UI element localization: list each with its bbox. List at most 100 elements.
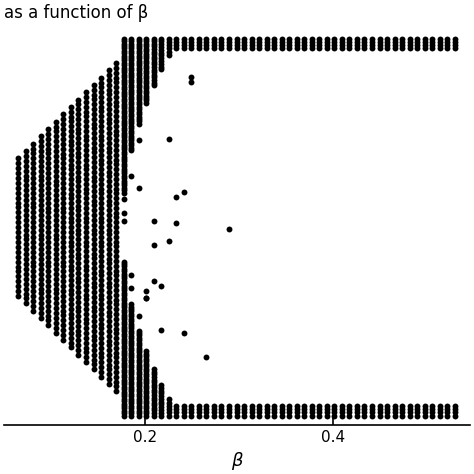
Point [263,409,271,416]
Point [202,41,210,49]
Point [90,115,97,122]
Point [105,293,112,301]
Point [255,409,263,416]
Point [383,35,391,43]
Point [128,76,135,84]
Point [421,45,428,52]
Point [165,396,173,403]
Point [240,402,248,410]
Point [105,279,112,286]
Point [142,45,150,52]
Point [180,45,188,52]
Point [128,83,135,91]
Point [29,263,37,270]
Point [157,381,165,389]
Point [29,140,37,147]
Point [120,347,128,355]
Point [444,406,451,413]
Point [97,141,105,149]
Point [105,230,112,238]
Point [52,216,60,224]
Point [37,147,45,155]
Point [105,207,112,214]
Point [248,38,255,46]
Point [188,41,195,49]
Point [128,361,135,368]
Point [45,125,52,133]
Point [248,412,255,419]
Point [128,59,135,67]
Point [346,412,353,419]
Point [308,38,316,46]
Point [165,48,173,55]
Point [105,201,112,209]
Point [301,38,308,46]
Point [270,35,278,43]
Point [128,344,135,352]
Point [338,45,346,52]
Point [128,81,135,89]
Point [75,264,82,272]
Point [128,42,135,50]
Point [29,145,37,152]
Point [75,197,82,204]
Point [135,185,143,192]
Point [82,296,90,303]
Point [112,334,120,342]
Point [75,312,82,320]
Point [120,114,128,122]
Point [120,294,128,301]
Point [105,105,112,113]
Point [82,122,90,130]
Point [128,173,135,180]
Point [120,73,128,81]
Point [60,110,67,118]
Point [52,236,60,243]
Point [248,409,255,416]
Point [225,409,233,416]
Point [142,40,150,47]
Point [120,76,128,83]
Point [308,35,316,43]
Point [90,332,97,339]
Point [135,348,143,356]
Point [128,315,135,322]
Point [45,243,52,251]
Point [413,412,421,419]
Point [37,167,45,174]
Point [90,337,97,344]
Point [105,371,112,378]
Point [150,53,157,61]
Point [120,127,128,134]
Point [82,334,90,342]
Point [120,316,128,323]
Point [97,199,105,207]
Point [128,98,135,106]
Point [135,64,143,72]
Point [391,406,398,413]
Point [128,390,135,398]
Point [112,98,120,105]
Point [128,271,135,279]
Point [37,182,45,189]
Point [75,134,82,142]
Point [120,368,128,376]
Point [188,35,195,43]
Point [75,240,82,248]
Point [248,402,255,410]
Point [165,409,173,416]
Point [150,277,157,284]
Point [218,45,225,52]
Point [120,340,128,347]
Point [60,223,67,231]
Point [112,141,120,149]
Point [128,380,135,388]
Point [15,209,22,216]
Point [90,365,97,373]
Point [52,133,60,140]
Point [128,308,135,315]
Point [135,93,143,101]
Point [330,45,338,52]
Point [75,283,82,291]
Point [82,272,90,279]
